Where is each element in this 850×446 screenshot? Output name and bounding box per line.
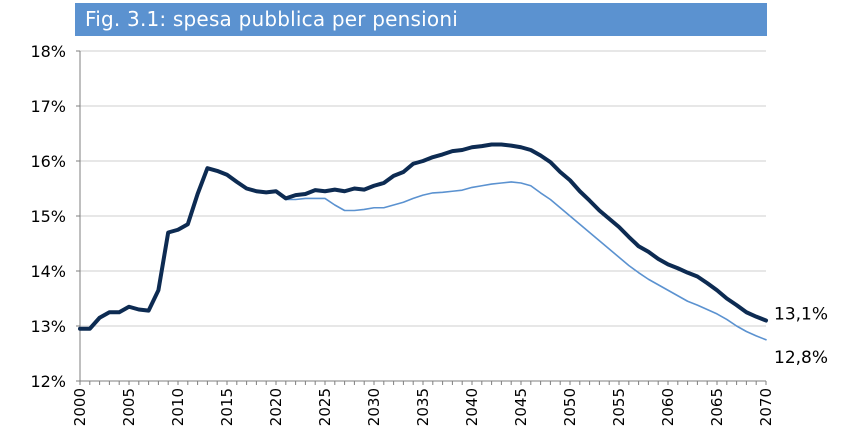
x-tick-label: 2040: [463, 388, 481, 426]
series-lines: [78, 142, 768, 341]
grid-lines: [80, 50, 766, 327]
y-tick-label: 12%: [30, 372, 66, 391]
y-tick-label: 15%: [30, 207, 66, 226]
x-tick-label: 2070: [757, 388, 775, 426]
series-line-1: [78, 142, 768, 331]
x-tick-label: 2000: [71, 388, 89, 426]
x-tick-label: 2010: [169, 388, 187, 426]
chart-title: Fig. 3.1: spesa pubblica per pensioni: [85, 7, 458, 31]
y-tick-label: 14%: [30, 262, 66, 281]
axes: [76, 50, 767, 385]
x-tick-label: 2055: [610, 388, 628, 426]
x-tick-label: 2005: [120, 388, 138, 426]
x-tick-label: 2045: [512, 388, 530, 426]
x-tick-label: 2025: [316, 388, 334, 426]
y-tick-label: 13%: [30, 317, 66, 336]
labels: 12% 13% 14% 15% 16% 17% 18% 2000 2005 2010 2015 202…: [30, 42, 828, 426]
x-tick-label: 2050: [561, 388, 579, 426]
y-tick-label: 18%: [30, 42, 66, 61]
x-tick-label: 2060: [659, 388, 677, 426]
x-tick-label: 2065: [708, 388, 726, 426]
x-tick-label: 2030: [365, 388, 383, 426]
x-tick-label: 2020: [267, 388, 285, 426]
series-line-2: [79, 167, 767, 341]
chart-title-bar: Fig. 3.1: spesa pubblica per pensioni: [75, 3, 767, 36]
y-tick-label: 16%: [30, 152, 66, 171]
y-tick-label: 17%: [30, 97, 66, 116]
x-tick-label: 2035: [414, 388, 432, 426]
x-tick-label: 2015: [218, 388, 236, 426]
series-end-label-1: 13,1%: [774, 305, 828, 325]
series-end-label-2: 12,8%: [774, 348, 828, 368]
